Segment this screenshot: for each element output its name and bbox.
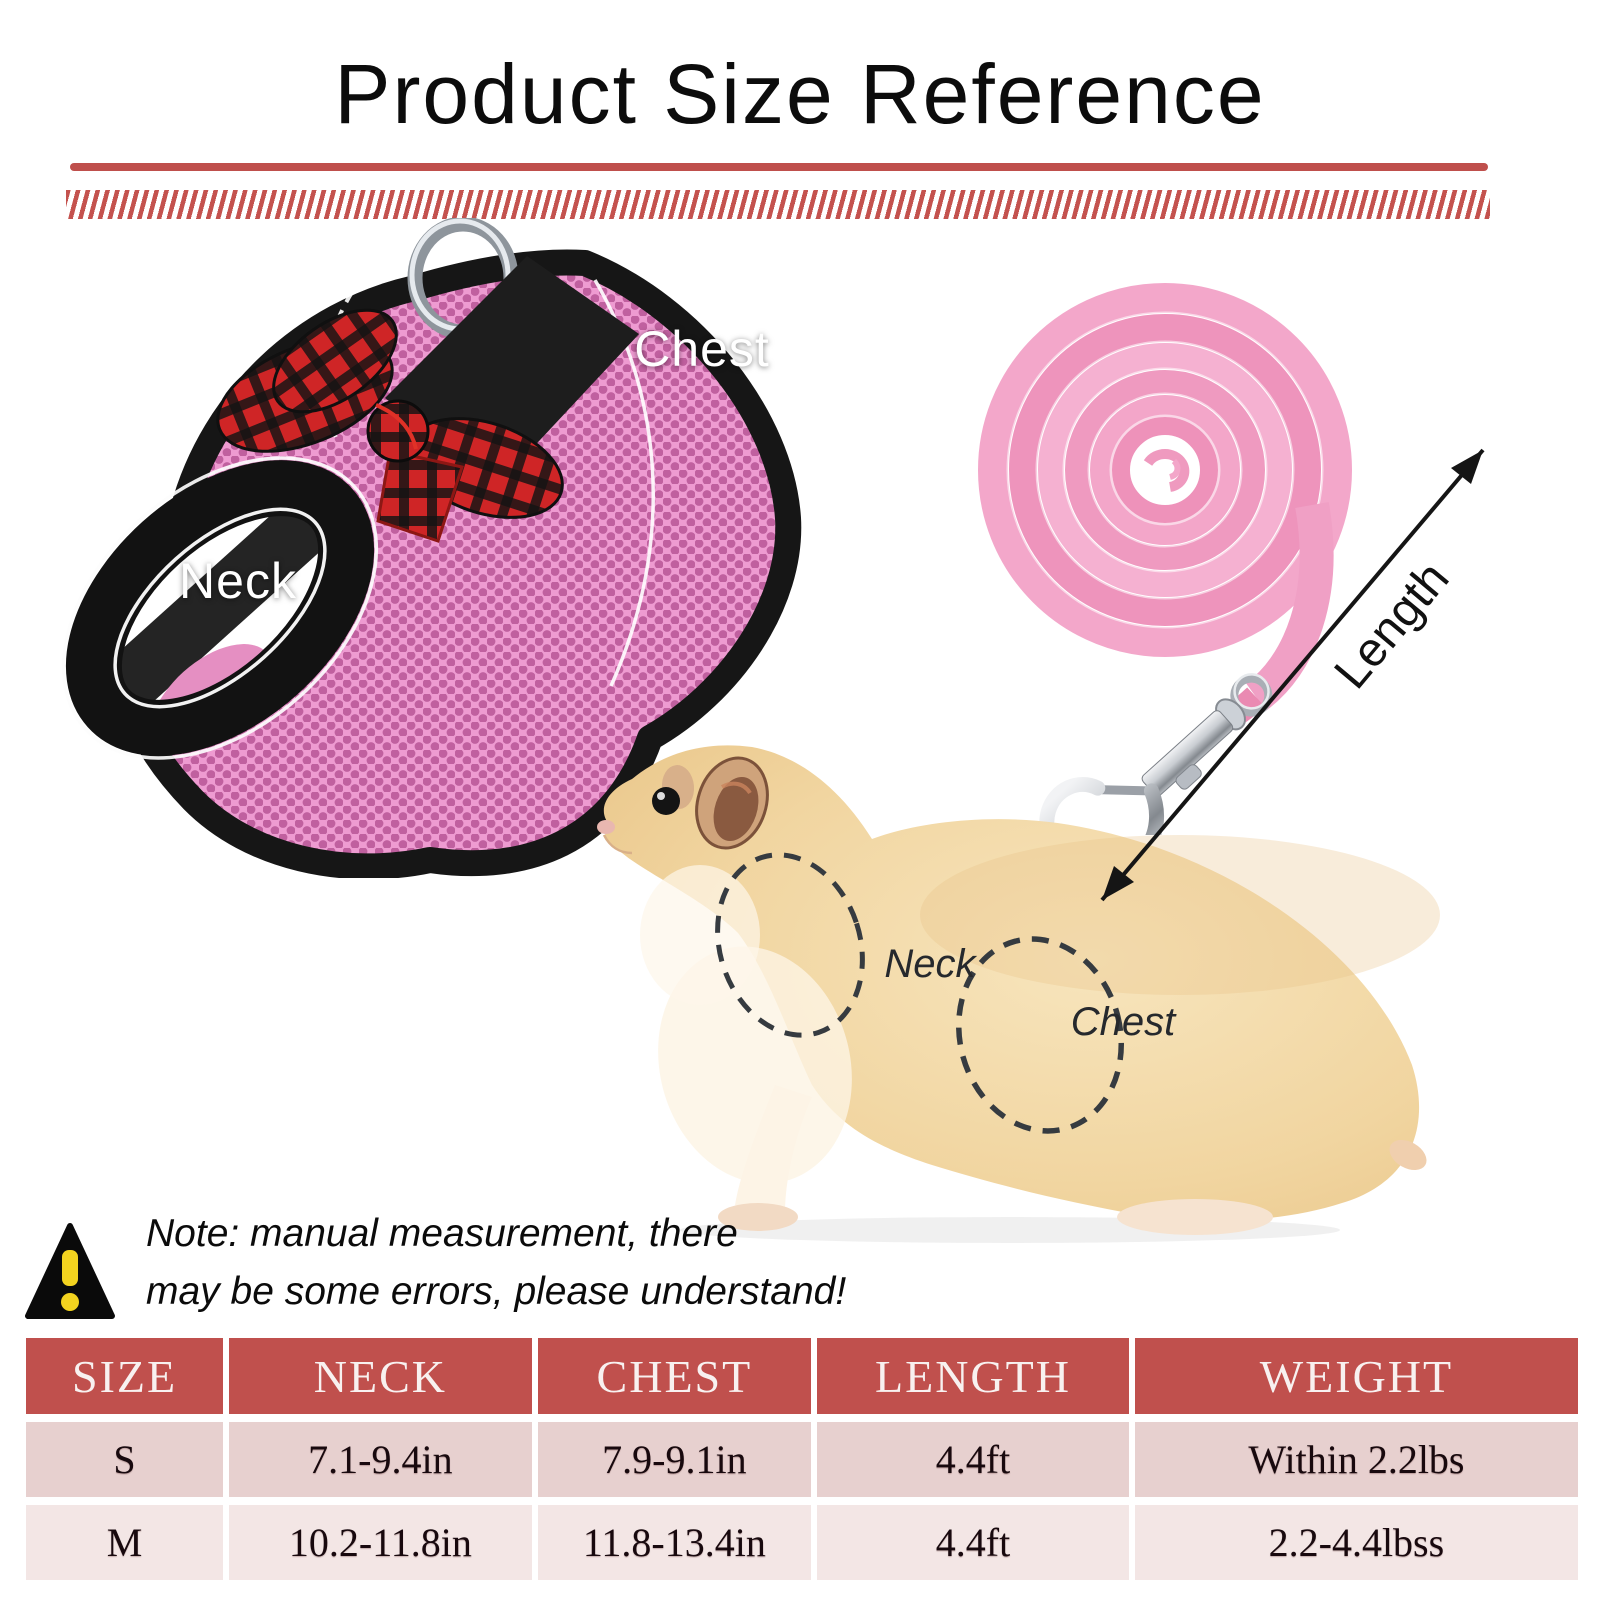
warning-triangle-icon	[25, 1223, 115, 1319]
cell-s-length: 4.4ft	[817, 1422, 1129, 1497]
hamster-illustration	[597, 745, 1440, 1243]
hamster-chest-label: Chest	[1070, 1000, 1176, 1044]
cell-m-chest: 11.8-13.4in	[537, 1505, 812, 1580]
cell-s-neck: 7.1-9.4in	[229, 1422, 532, 1497]
cell-m-weight: 2.2-4.4lbss	[1134, 1505, 1578, 1580]
header-size: SIZE	[26, 1338, 224, 1414]
harness-neck-label: Neck	[179, 553, 297, 609]
cell-m-size: M	[26, 1505, 224, 1580]
length-arrow	[1100, 448, 1485, 902]
note-line-1: Note: manual measurement, there	[146, 1212, 738, 1255]
cell-s-size: S	[26, 1422, 224, 1497]
hatch-band	[66, 190, 1490, 219]
neck-measure-ellipse	[715, 852, 865, 1038]
cell-s-weight: Within 2.2lbs	[1134, 1422, 1578, 1497]
size-table: SIZE NECK CHEST LENGTH WEIGHT S 7.1-9.4i…	[20, 1330, 1584, 1588]
header-length: LENGTH	[817, 1338, 1129, 1414]
harness-chest-label: Chest	[634, 321, 770, 377]
leash-coil	[978, 283, 1352, 657]
harness-illustration	[61, 218, 802, 878]
chest-measure-ellipse	[955, 936, 1125, 1134]
neck-hole	[61, 456, 379, 760]
table-row-m: M 10.2-11.8in 11.8-13.4in 4.4ft 2.2-4.4l…	[26, 1505, 1578, 1580]
hamster-neck-label: Neck	[884, 942, 976, 986]
header-weight: WEIGHT	[1134, 1338, 1578, 1414]
hamster-body	[603, 745, 1440, 1235]
cell-s-chest: 7.9-9.1in	[537, 1422, 812, 1497]
page-title: Product Size Reference	[334, 47, 1266, 141]
title-underline	[70, 163, 1488, 171]
size-table-header-row: SIZE NECK CHEST LENGTH WEIGHT	[26, 1338, 1578, 1414]
leash-illustration	[978, 283, 1352, 835]
snap-hook	[1039, 673, 1273, 835]
cell-m-length: 4.4ft	[817, 1505, 1129, 1580]
cell-m-neck: 10.2-11.8in	[229, 1505, 532, 1580]
header-neck: NECK	[229, 1338, 532, 1414]
table-row-s: S 7.1-9.4in 7.9-9.1in 4.4ft Within 2.2lb…	[26, 1422, 1578, 1497]
hamster-head-details	[597, 756, 769, 855]
header-chest: CHEST	[537, 1338, 812, 1414]
note-line-2: may be some errors, please understand!	[146, 1270, 847, 1313]
bow	[216, 308, 564, 543]
